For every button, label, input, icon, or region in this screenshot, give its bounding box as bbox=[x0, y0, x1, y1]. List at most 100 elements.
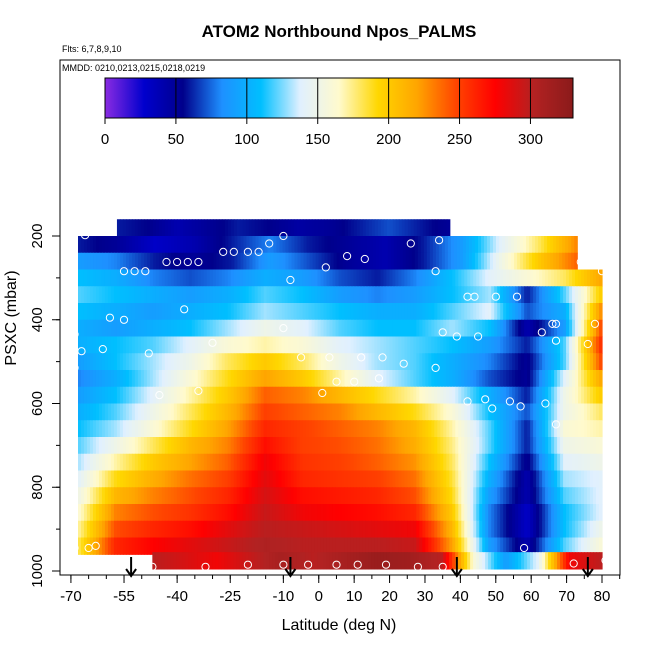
heatmap-cell bbox=[315, 252, 320, 271]
heatmap-cell bbox=[503, 470, 507, 488]
heatmap-cell bbox=[524, 403, 528, 421]
heatmap-cell bbox=[434, 219, 439, 237]
heatmap-cell bbox=[221, 487, 226, 505]
heatmap-cell bbox=[137, 420, 142, 438]
heatmap-cell bbox=[224, 269, 229, 287]
heatmap-cell bbox=[86, 520, 91, 539]
heatmap-cell bbox=[512, 420, 516, 438]
heatmap-cell bbox=[95, 286, 100, 304]
heatmap-cell bbox=[572, 386, 576, 405]
heatmap-cell bbox=[453, 236, 458, 254]
heatmap-cell bbox=[596, 437, 600, 455]
heatmap-cell bbox=[497, 453, 501, 472]
heatmap-cell bbox=[356, 504, 361, 522]
heatmap-cell bbox=[473, 386, 477, 405]
heatmap-cell bbox=[245, 520, 250, 539]
sample-point bbox=[548, 319, 557, 328]
heatmap-cell bbox=[392, 470, 396, 488]
heatmap-cell bbox=[152, 520, 157, 539]
heatmap-cell bbox=[321, 252, 326, 271]
heatmap-cell bbox=[551, 487, 555, 505]
heatmap-cell bbox=[509, 504, 513, 522]
heatmap-cell bbox=[281, 319, 286, 338]
heatmap-cell bbox=[218, 552, 222, 570]
heatmap-cell bbox=[575, 403, 579, 421]
heatmap-cell bbox=[176, 537, 181, 555]
heatmap-cell bbox=[140, 319, 145, 338]
heatmap-cell bbox=[410, 319, 414, 338]
sample-point bbox=[583, 339, 592, 349]
heatmap-cell bbox=[351, 236, 356, 254]
heatmap-cell bbox=[491, 269, 495, 287]
heatmap-cell bbox=[491, 537, 495, 555]
heatmap-cell bbox=[257, 336, 262, 354]
heatmap-cell bbox=[347, 552, 351, 570]
heatmap-cell bbox=[365, 470, 370, 488]
heatmap-cell bbox=[110, 353, 115, 371]
heatmap-cell bbox=[251, 487, 256, 505]
heatmap-cell bbox=[566, 520, 570, 539]
heatmap-cell bbox=[584, 269, 588, 287]
heatmap-cell bbox=[251, 353, 256, 371]
heatmap-cell bbox=[83, 319, 88, 338]
heatmap-cell bbox=[393, 236, 398, 254]
heatmap-cell bbox=[257, 437, 262, 455]
heatmap-cell bbox=[470, 504, 474, 522]
heatmap-cell bbox=[216, 252, 220, 271]
heatmap-cell bbox=[215, 286, 220, 304]
heatmap-cell bbox=[134, 353, 139, 371]
heatmap-cell bbox=[257, 504, 262, 522]
heatmap-cell bbox=[404, 487, 408, 505]
heatmap-cell bbox=[143, 286, 148, 304]
heatmap-cell bbox=[185, 487, 190, 505]
heatmap-cell bbox=[78, 303, 82, 321]
heatmap-cell bbox=[503, 370, 507, 388]
heatmap-cell bbox=[200, 437, 205, 455]
heatmap-cell bbox=[180, 252, 184, 271]
heatmap-cell bbox=[161, 336, 166, 354]
heatmap-cell bbox=[113, 504, 118, 522]
heatmap-cell bbox=[518, 319, 522, 338]
heatmap-cell bbox=[512, 403, 516, 421]
heatmap-cell bbox=[494, 286, 498, 304]
heatmap-cell bbox=[464, 453, 468, 472]
heatmap-cell bbox=[446, 269, 450, 287]
x-tick-label: -55 bbox=[113, 588, 135, 605]
heatmap-cell bbox=[366, 236, 371, 254]
heatmap-cell bbox=[434, 286, 438, 304]
heatmap-cell bbox=[146, 420, 151, 438]
heatmap-cell bbox=[392, 303, 396, 321]
y-tick-label: 200 bbox=[29, 223, 46, 248]
heatmap-cell bbox=[572, 420, 576, 438]
heatmap-cell bbox=[566, 504, 570, 522]
heatmap-cell bbox=[329, 520, 334, 539]
heatmap-cell bbox=[422, 487, 426, 505]
heatmap-cell bbox=[140, 370, 145, 388]
heatmap-cell bbox=[479, 537, 483, 555]
heatmap-cell bbox=[566, 386, 570, 405]
heatmap-cell bbox=[260, 487, 265, 505]
heatmap-cell bbox=[410, 504, 414, 522]
heatmap-cell bbox=[536, 537, 540, 555]
heatmap-cell bbox=[134, 269, 139, 287]
heatmap-cell bbox=[257, 319, 262, 338]
heatmap-cell bbox=[533, 437, 537, 455]
heatmap-cell bbox=[101, 303, 106, 321]
heatmap-cell bbox=[269, 552, 273, 570]
heatmap-cell bbox=[488, 487, 492, 505]
sample-point bbox=[353, 560, 362, 569]
heatmap-cell bbox=[359, 552, 363, 570]
heatmap-cell bbox=[242, 403, 247, 421]
heatmap-cell bbox=[470, 453, 474, 472]
heatmap-cell bbox=[140, 470, 145, 488]
heatmap-cell bbox=[341, 370, 346, 388]
x-tick-label: 10 bbox=[346, 588, 363, 605]
heatmap-cell bbox=[116, 303, 121, 321]
heatmap-cell bbox=[221, 537, 226, 555]
heatmap-cell bbox=[290, 537, 295, 555]
heatmap-cell bbox=[515, 453, 519, 472]
heatmap-cell bbox=[461, 504, 465, 522]
heatmap-cell bbox=[509, 353, 513, 371]
heatmap-cell bbox=[345, 236, 350, 254]
heatmap-cell bbox=[224, 219, 229, 237]
